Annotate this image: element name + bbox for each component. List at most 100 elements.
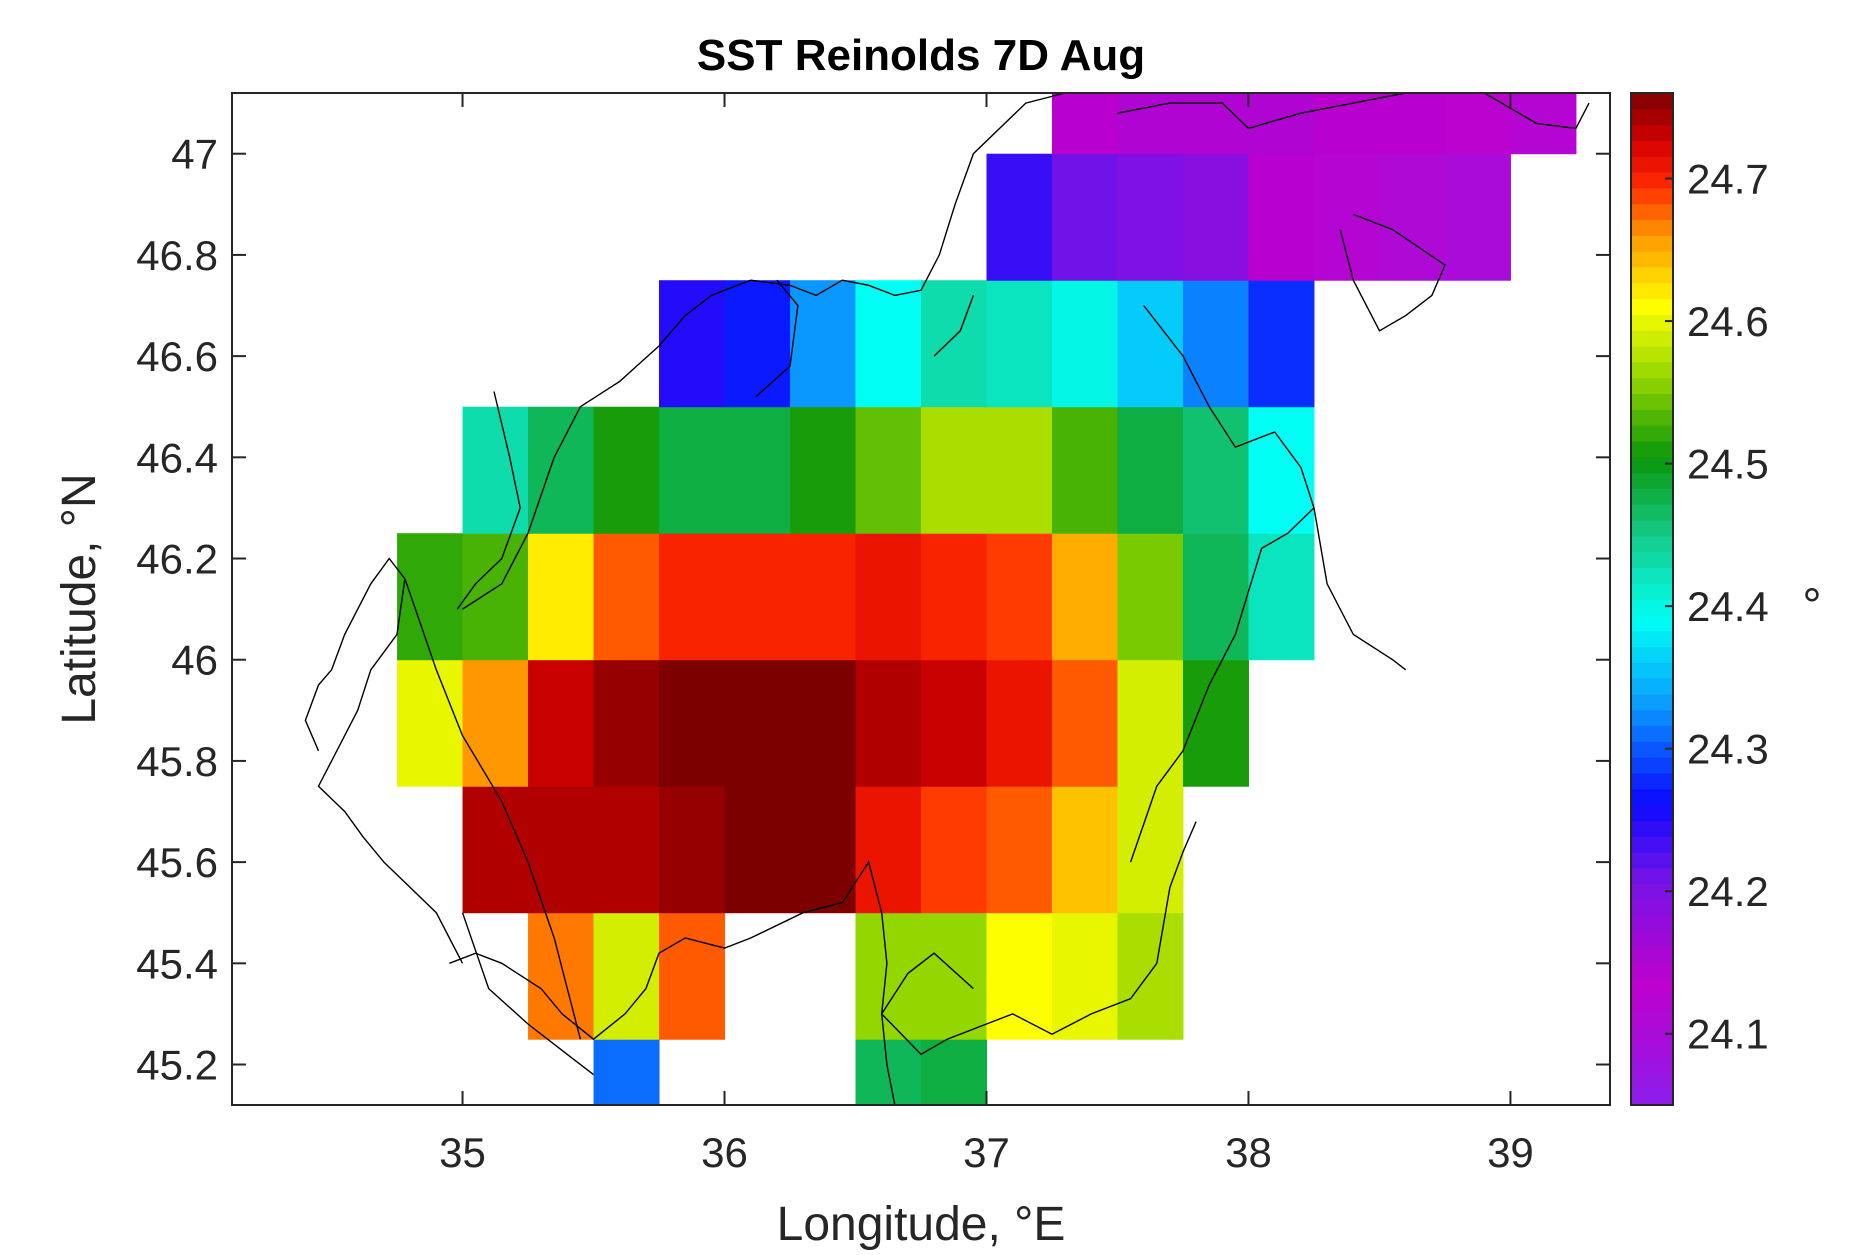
colorbar-segment <box>1631 519 1673 537</box>
heatmap-cell <box>1248 153 1315 281</box>
colorbar-segment <box>1631 377 1673 395</box>
colorbar-segment <box>1631 187 1673 205</box>
colorbar-tick-label: 24.6 <box>1687 298 1769 345</box>
colorbar-segment <box>1631 583 1673 600</box>
x-axis-label: Longitude, °E <box>777 1198 1066 1250</box>
heatmap-cell <box>462 786 529 914</box>
colorbar-segment <box>1631 678 1673 695</box>
heatmap-cell <box>1248 280 1315 408</box>
colorbar-segment <box>1631 883 1673 901</box>
y-axis-label: Latitude, °N <box>53 473 106 724</box>
x-tick-label: 38 <box>1225 1129 1272 1176</box>
y-tick-label: 47 <box>171 131 218 178</box>
heatmap-cell <box>986 912 1053 1040</box>
heatmap-cell <box>986 533 1053 661</box>
y-tick-label: 46 <box>171 637 218 684</box>
coastline-segment <box>317 578 464 964</box>
heatmap-cell <box>593 1039 660 1106</box>
colorbar-segment <box>1631 219 1673 236</box>
colorbar-tick-label: 24.1 <box>1687 1011 1769 1058</box>
y-tick-label: 45.6 <box>136 839 218 886</box>
y-tick-label: 45.4 <box>136 940 218 987</box>
heatmap-cell <box>1117 406 1184 534</box>
heatmap-cell <box>986 659 1053 787</box>
colorbar-tick-label: 24.3 <box>1687 726 1769 773</box>
heatmap-cell <box>1444 153 1511 281</box>
colorbar-segment <box>1631 867 1673 885</box>
coastline-segment <box>1117 92 1590 130</box>
heatmap-cell <box>593 659 660 787</box>
coastline-segment <box>404 578 582 1040</box>
x-tick-label: 35 <box>439 1129 486 1176</box>
colorbar-segment <box>1631 330 1673 347</box>
colorbar-segment <box>1631 472 1673 489</box>
heatmap-cell <box>986 153 1053 281</box>
colorbar-segment <box>1631 804 1673 821</box>
coastline-segment <box>304 557 406 752</box>
x-tick-label: 37 <box>963 1129 1010 1176</box>
heatmap-cell <box>462 406 529 534</box>
heatmap-cell <box>528 786 595 914</box>
heatmap-cell <box>921 659 987 787</box>
colorbar-segment <box>1631 1073 1673 1090</box>
heatmap-cell <box>528 659 595 787</box>
heatmap-cell <box>1313 93 1380 155</box>
colorbar-segment <box>1631 298 1673 315</box>
heatmap-cell <box>1117 786 1184 914</box>
y-tick-label: 46.4 <box>136 434 218 481</box>
y-tick-label: 45.2 <box>136 1042 218 1089</box>
heatmap-cell <box>397 533 464 661</box>
heatmap-cell <box>1248 406 1315 534</box>
heatmap-cell <box>1051 406 1118 534</box>
y-tick-label: 46.2 <box>136 536 218 583</box>
heatmap-cell <box>1182 659 1249 787</box>
colorbar-segment <box>1631 757 1673 774</box>
coastline-segment <box>1339 213 1446 332</box>
colorbar-tick-label: 24.5 <box>1687 441 1769 488</box>
heatmap-cell <box>790 659 857 787</box>
heatmap-cell <box>1444 93 1511 155</box>
coastline <box>304 92 1590 1106</box>
colorbar-segment <box>1631 1025 1673 1043</box>
heatmap-cell <box>921 786 987 914</box>
heatmap-cell <box>1051 153 1118 281</box>
heatmap-cell <box>593 533 660 661</box>
colorbar-tick-label: 24.4 <box>1687 583 1769 630</box>
coastline-segment <box>449 860 896 1106</box>
coastline-segment <box>880 821 1197 1056</box>
colorbar-box <box>1630 92 1674 1106</box>
heatmap-cell <box>1117 280 1184 408</box>
x-tick-label: 39 <box>1487 1129 1534 1176</box>
colorbar-segment <box>1631 709 1673 727</box>
heatmap-cell <box>659 406 726 534</box>
heatmap-cell <box>1051 280 1118 408</box>
heatmap-cell <box>593 786 660 914</box>
colorbar-segment <box>1631 725 1673 742</box>
heatmap-cell <box>659 533 726 661</box>
heatmap-cell <box>724 406 791 534</box>
heatmap-cell <box>724 659 791 787</box>
heatmap-cell <box>528 912 595 1040</box>
heatmap-cell <box>986 280 1053 408</box>
colorbar-segment <box>1631 852 1673 869</box>
heatmap-cell <box>1051 533 1118 661</box>
heatmap-cell <box>1248 533 1315 661</box>
colorbar-segment <box>1631 124 1673 142</box>
colorbar-segment <box>1631 140 1673 157</box>
heatmap-cell <box>790 406 857 534</box>
heatmap-cell <box>1379 153 1446 281</box>
heatmap-cell <box>921 1039 987 1106</box>
heatmap-cell <box>855 280 922 408</box>
colorbar-segment <box>1631 282 1673 300</box>
colorbar-segment <box>1631 931 1673 948</box>
colorbar-segment <box>1631 915 1673 932</box>
heatmap-cell <box>462 659 529 787</box>
heatmap-cell <box>855 533 922 661</box>
colorbar-segment <box>1631 741 1673 758</box>
colorbar-segment <box>1631 1010 1673 1027</box>
y-axis-ticks: 45.2 45.4 45.6 45.8 46 46.2 46.4 46.6 46.8 47 <box>136 131 1610 1089</box>
colorbar <box>1630 92 1674 1106</box>
x-axis-ticks: 35 36 37 38 39 <box>439 93 1534 1176</box>
heatmap-cell <box>1182 93 1249 155</box>
